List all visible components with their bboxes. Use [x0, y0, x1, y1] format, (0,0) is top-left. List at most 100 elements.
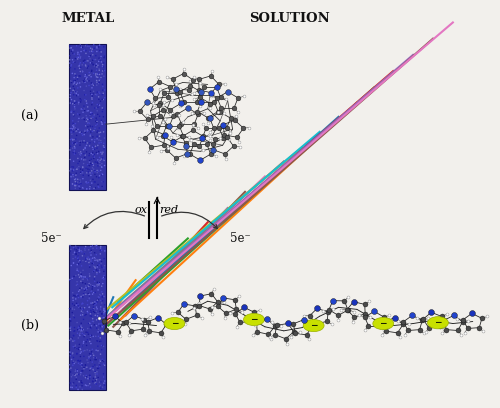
Point: [216, 104, 224, 111]
Point: [82, 339, 90, 345]
Point: [81, 333, 89, 339]
Point: [100, 95, 108, 101]
Point: [74, 325, 82, 332]
Point: [68, 109, 76, 115]
Point: [98, 109, 106, 115]
Point: [70, 328, 78, 334]
Point: [246, 124, 254, 131]
Point: [76, 273, 84, 279]
Point: [142, 121, 150, 127]
Point: [71, 372, 79, 379]
Point: [413, 315, 421, 322]
Point: [100, 302, 108, 308]
Point: [70, 312, 78, 319]
Point: [96, 247, 104, 254]
Point: [96, 90, 104, 97]
Point: [82, 42, 90, 49]
Point: [77, 278, 85, 284]
Point: [86, 310, 94, 317]
Point: [100, 273, 108, 279]
Point: [96, 329, 104, 336]
Point: [87, 247, 95, 254]
Point: [69, 171, 77, 178]
Point: [84, 162, 92, 168]
Point: [86, 338, 94, 345]
Point: [82, 58, 90, 64]
Point: [82, 382, 90, 388]
Point: [95, 159, 103, 165]
Point: [70, 98, 78, 104]
Point: [80, 364, 88, 371]
Point: [66, 277, 74, 284]
Point: [74, 253, 82, 260]
Point: [180, 99, 188, 105]
Point: [90, 250, 98, 256]
Point: [95, 129, 103, 136]
Point: [75, 327, 83, 333]
Point: [198, 98, 205, 105]
Point: [82, 118, 90, 125]
Point: [68, 384, 76, 391]
Point: [252, 319, 260, 326]
Point: [72, 251, 80, 258]
Point: [93, 371, 101, 377]
Point: [75, 248, 83, 254]
Point: [80, 291, 88, 298]
Point: [194, 125, 202, 131]
Point: [79, 306, 87, 312]
Point: [80, 107, 88, 114]
Point: [94, 89, 102, 95]
Point: [96, 76, 104, 83]
Point: [70, 176, 78, 183]
Point: [74, 111, 82, 117]
Point: [82, 284, 90, 291]
Point: [400, 319, 407, 325]
Point: [86, 258, 94, 264]
Point: [176, 89, 184, 95]
Point: [84, 254, 92, 260]
Point: [225, 136, 233, 143]
Point: [66, 316, 74, 323]
Point: [271, 331, 279, 338]
Point: [185, 134, 193, 141]
Point: [370, 308, 378, 315]
Point: [76, 345, 84, 352]
Point: [87, 115, 95, 122]
Point: [95, 282, 103, 288]
Point: [88, 60, 96, 66]
Point: [86, 271, 94, 277]
Point: [94, 104, 102, 111]
Point: [84, 124, 92, 130]
Point: [91, 380, 99, 386]
Point: [92, 333, 100, 339]
Point: [90, 56, 98, 63]
Point: [92, 355, 100, 361]
Point: [66, 100, 74, 106]
Point: [253, 328, 261, 335]
Point: [98, 164, 106, 170]
Point: [283, 340, 291, 347]
Point: [92, 91, 100, 98]
Point: [80, 285, 88, 292]
Point: [350, 308, 358, 315]
Point: [74, 74, 82, 81]
Point: [114, 328, 122, 335]
Point: [74, 84, 82, 91]
Point: [214, 81, 222, 87]
Point: [95, 55, 103, 62]
Point: [94, 111, 102, 118]
Point: [67, 246, 75, 253]
Point: [88, 286, 96, 292]
Point: [68, 100, 76, 107]
Point: [119, 320, 127, 326]
Point: [188, 91, 196, 98]
Point: [89, 245, 97, 251]
Point: [92, 380, 100, 386]
Point: [74, 253, 82, 259]
Point: [88, 255, 96, 262]
Point: [72, 282, 80, 288]
Point: [86, 273, 94, 279]
Point: [78, 184, 86, 191]
Point: [92, 56, 100, 63]
Point: [76, 151, 84, 157]
